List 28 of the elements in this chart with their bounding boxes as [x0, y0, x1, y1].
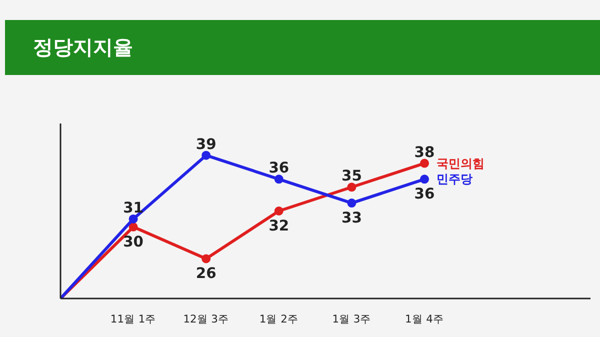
point — [274, 174, 284, 184]
point — [128, 214, 138, 224]
point — [347, 198, 356, 208]
data-label: 36 — [268, 160, 290, 177]
data-label: 35 — [342, 168, 362, 185]
point — [202, 150, 211, 160]
x-tick-label: 1월 3주 — [332, 312, 372, 326]
point — [274, 206, 284, 216]
data-label: 36 — [414, 186, 435, 203]
data-label: 38 — [414, 144, 435, 161]
data-label: 30 — [123, 233, 144, 250]
point — [420, 174, 429, 184]
point — [202, 254, 211, 264]
x-tick-label: 1월 2주 — [259, 312, 298, 326]
series-label: 국민의힘 — [436, 156, 484, 170]
x-tick-label: 1월 4주 — [405, 312, 444, 326]
point — [347, 182, 356, 192]
data-label: 39 — [196, 136, 216, 153]
x-tick-label: 11월 1주 — [110, 312, 156, 326]
data-label: 33 — [342, 210, 362, 227]
point — [128, 222, 138, 232]
x-tick-label: 12월 3주 — [183, 312, 229, 326]
data-label: 32 — [268, 218, 290, 234]
data-label: 31 — [123, 199, 144, 216]
point — [420, 158, 429, 168]
series-label: 민주당 — [436, 172, 472, 186]
data-label: 26 — [196, 265, 216, 282]
chart-title: 정당지지율 — [33, 34, 133, 61]
